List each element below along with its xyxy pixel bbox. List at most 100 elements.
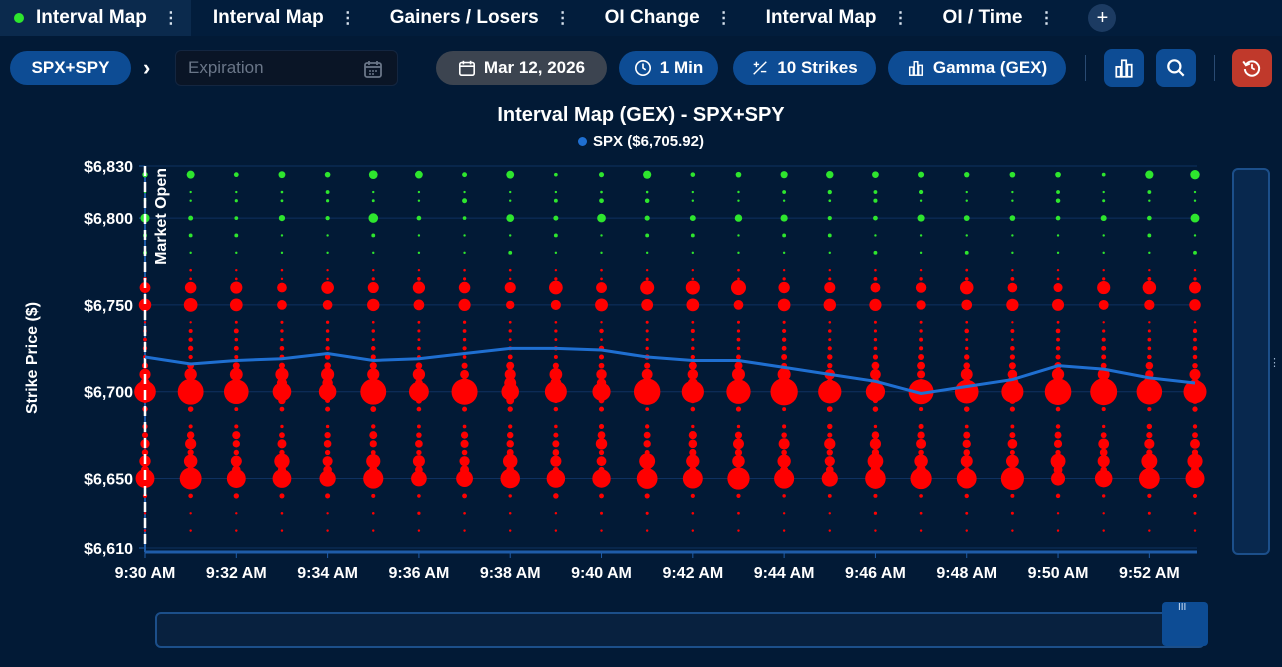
gex-bubble[interactable]: [506, 440, 514, 448]
gex-bubble[interactable]: [366, 454, 381, 469]
vertical-zoom-scrollbar[interactable]: ⋮: [1232, 168, 1280, 555]
gex-bubble[interactable]: [187, 397, 194, 404]
gex-bubble[interactable]: [1009, 406, 1015, 412]
gex-bubble[interactable]: [508, 268, 512, 272]
gex-bubble[interactable]: [141, 449, 149, 456]
gex-bubble[interactable]: [965, 199, 968, 202]
gex-bubble[interactable]: [1100, 397, 1107, 404]
gex-bubble[interactable]: [964, 354, 970, 360]
gex-bubble[interactable]: [964, 424, 969, 429]
gex-bubble[interactable]: [961, 299, 973, 311]
gex-bubble[interactable]: [235, 251, 238, 255]
gex-bubble[interactable]: [964, 250, 969, 255]
gex-bubble[interactable]: [462, 355, 467, 359]
gex-bubble[interactable]: [462, 329, 467, 333]
gex-bubble[interactable]: [686, 454, 700, 468]
gex-bubble[interactable]: [1147, 233, 1152, 238]
gex-bubble[interactable]: [964, 172, 970, 178]
gex-bubble[interactable]: [1147, 276, 1152, 281]
gex-bubble[interactable]: [554, 320, 558, 324]
gex-bubble[interactable]: [186, 431, 195, 439]
gex-bubble[interactable]: [463, 529, 466, 532]
gex-bubble[interactable]: [1189, 368, 1201, 380]
gex-bubble[interactable]: [417, 424, 421, 429]
gex-bubble[interactable]: [462, 320, 467, 324]
gex-bubble[interactable]: [1011, 268, 1014, 272]
gex-bubble[interactable]: [1009, 354, 1015, 360]
gex-bubble[interactable]: [325, 397, 331, 403]
gex-bubble[interactable]: [179, 467, 202, 490]
gex-bubble[interactable]: [1009, 432, 1016, 439]
gex-bubble[interactable]: [595, 298, 608, 312]
gex-bubble[interactable]: [325, 493, 331, 499]
gex-bubble[interactable]: [1102, 251, 1105, 255]
gex-bubble[interactable]: [865, 468, 886, 489]
gex-bubble[interactable]: [234, 424, 239, 429]
gex-bubble[interactable]: [415, 362, 423, 369]
gex-bubble[interactable]: [417, 329, 421, 333]
gex-bubble[interactable]: [325, 190, 330, 194]
gex-bubble[interactable]: [272, 382, 292, 402]
gex-bubble[interactable]: [1055, 198, 1061, 203]
gex-bubble[interactable]: [780, 396, 788, 404]
gex-bubble[interactable]: [1102, 494, 1106, 498]
gex-bubble[interactable]: [1005, 454, 1019, 468]
gex-bubble[interactable]: [415, 170, 423, 179]
gex-bubble[interactable]: [502, 453, 518, 469]
gex-bubble[interactable]: [1193, 190, 1197, 194]
gex-bubble[interactable]: [827, 493, 832, 498]
gex-bubble[interactable]: [417, 320, 421, 324]
gex-bubble[interactable]: [552, 362, 559, 369]
gex-bubble[interactable]: [965, 346, 969, 350]
gex-bubble[interactable]: [416, 406, 422, 412]
gex-bubble[interactable]: [919, 337, 924, 342]
gex-bubble[interactable]: [778, 438, 790, 450]
gex-bubble[interactable]: [597, 213, 606, 223]
gex-bubble[interactable]: [279, 432, 285, 439]
gex-bubble[interactable]: [777, 367, 791, 381]
gex-bubble[interactable]: [232, 440, 240, 448]
gex-bubble[interactable]: [917, 214, 925, 222]
gex-bubble[interactable]: [645, 338, 649, 342]
gex-bubble[interactable]: [1008, 396, 1016, 404]
gex-bubble[interactable]: [553, 215, 559, 221]
gex-bubble[interactable]: [827, 354, 833, 360]
gex-bubble[interactable]: [599, 406, 605, 412]
gex-bubble[interactable]: [818, 380, 842, 404]
gex-bubble[interactable]: [415, 439, 423, 448]
gex-bubble[interactable]: [280, 329, 284, 333]
gex-bubble[interactable]: [318, 382, 337, 401]
gex-bubble[interactable]: [554, 424, 558, 429]
gex-bubble[interactable]: [1056, 251, 1060, 255]
gex-bubble[interactable]: [641, 298, 654, 311]
gex-bubble[interactable]: [411, 470, 427, 487]
tab-menu-icon[interactable]: ⋮: [892, 10, 909, 27]
gex-bubble[interactable]: [735, 406, 742, 412]
tab-menu-icon[interactable]: ⋮: [339, 10, 356, 27]
gex-bubble[interactable]: [143, 337, 147, 342]
gex-bubble[interactable]: [325, 320, 330, 324]
gex-bubble[interactable]: [1147, 511, 1151, 515]
gex-bubble[interactable]: [324, 431, 331, 439]
gex-bubble[interactable]: [360, 378, 387, 405]
gex-bubble[interactable]: [782, 233, 787, 238]
gex-bubble[interactable]: [546, 469, 566, 488]
gex-bubble[interactable]: [1193, 199, 1197, 202]
gex-bubble[interactable]: [600, 321, 603, 324]
gex-bubble[interactable]: [873, 511, 878, 515]
gex-bubble[interactable]: [226, 469, 246, 488]
gex-bubble[interactable]: [189, 529, 192, 532]
gex-bubble[interactable]: [280, 337, 284, 342]
gex-bubble[interactable]: [234, 199, 238, 203]
gex-bubble[interactable]: [1148, 321, 1151, 324]
tab-item[interactable]: Interval Map ⋮: [744, 0, 921, 36]
gex-bubble[interactable]: [280, 190, 284, 194]
gex-bubble[interactable]: [1056, 268, 1060, 272]
gex-bubble[interactable]: [691, 511, 695, 515]
gex-bubble[interactable]: [963, 362, 971, 369]
gex-bubble[interactable]: [919, 234, 923, 237]
gex-bubble[interactable]: [277, 282, 287, 293]
gex-bubble[interactable]: [734, 448, 743, 457]
gex-bubble[interactable]: [185, 438, 197, 450]
gex-bubble[interactable]: [232, 362, 240, 370]
